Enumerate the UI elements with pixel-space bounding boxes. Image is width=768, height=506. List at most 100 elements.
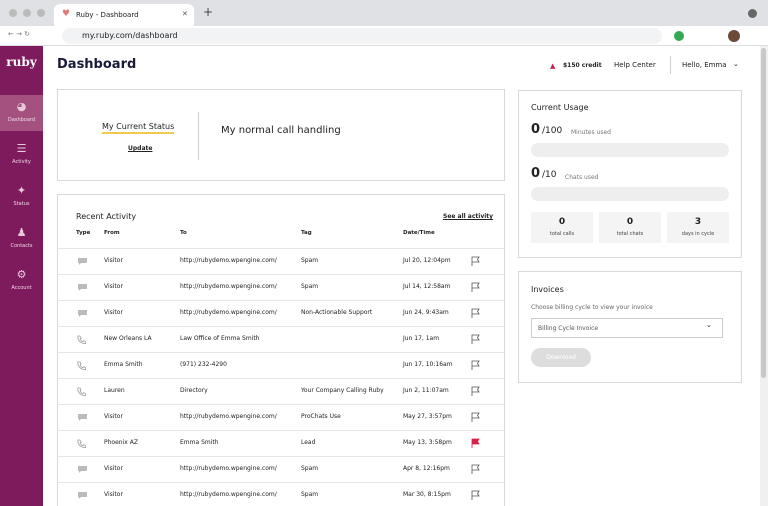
activity-row[interactable]: Visitor http://rubydemo.wpengine.com/Spam… <box>58 248 504 274</box>
flag[interactable] <box>471 412 480 424</box>
from-cell: Visitor <box>104 491 123 498</box>
tab-title: Ruby - Dashboard <box>76 11 139 19</box>
nav-label: Activity <box>12 159 31 165</box>
sidebar: ruby ◕ Dashboard ☰ Activity ✦ Status ♟ Contacts… <box>0 46 43 506</box>
date-cell: Jun 17, 10:16am <box>403 361 453 368</box>
address-bar: ← → ↻ my.ruby.com/dashboard <box>0 26 768 46</box>
stat-label: total calls <box>549 231 575 237</box>
phone-icon <box>77 439 87 450</box>
activity-row[interactable]: Emma Smith (971) 232-4290 Jun 17, 10:16am <box>58 352 504 378</box>
nav-icon: ◕ <box>16 100 27 113</box>
phone-icon <box>77 335 87 346</box>
invoices-hint: Choose billing cycle to view your invoic… <box>531 304 653 311</box>
nav-item[interactable]: ✦ Status <box>0 179 43 215</box>
date-cell: Jul 14, 12:58am <box>403 283 451 290</box>
flag[interactable] <box>471 438 480 450</box>
flag[interactable] <box>471 490 480 502</box>
flag[interactable] <box>471 334 480 346</box>
column-header: To <box>180 230 187 236</box>
chats-label: Chats used <box>565 174 599 181</box>
new-tab[interactable]: + <box>203 5 214 19</box>
nav-item[interactable]: ◕ Dashboard <box>0 95 43 131</box>
chats-total: /10 <box>542 170 557 180</box>
to-cell: Emma Smith <box>180 439 219 446</box>
tag-cell: Spam <box>301 257 319 264</box>
chat-icon <box>77 491 88 502</box>
to-cell: http://rubydemo.wpengine.com/ <box>180 465 277 472</box>
activity-row[interactable]: Visitor http://rubydemo.wpengine.com/Spam… <box>58 456 504 482</box>
to-cell: http://rubydemo.wpengine.com/ <box>180 309 277 316</box>
nav-item[interactable]: ♟ Contacts <box>0 221 43 257</box>
nav-icon: ✦ <box>16 184 27 197</box>
nav-item[interactable]: ⚙ Account <box>0 263 43 299</box>
help-link[interactable]: Help Center <box>614 61 656 69</box>
download-button[interactable]: Download <box>531 348 591 367</box>
billing-select[interactable]: Billing Cycle Invoice ⌄ <box>531 318 723 338</box>
activity-row[interactable]: New Orleans LA Law Office of Emma Smith Ju… <box>58 326 504 352</box>
flag[interactable] <box>471 464 480 476</box>
date-cell: Apr 8, 12:16pm <box>403 465 450 472</box>
page-title: Dashboard <box>57 57 137 72</box>
date-cell: May 13, 3:58pm <box>403 439 452 446</box>
stat-box: 0 total chats <box>599 212 661 243</box>
tag-cell: ProChats Use <box>301 413 341 420</box>
tab[interactable]: ♥ Ruby - Dashboard ✕ <box>54 4 194 26</box>
column-header: Type <box>76 230 91 236</box>
invoices-card: Invoices Choose billing cycle to view yo… <box>518 271 742 383</box>
date-cell: Jun 24, 9:43am <box>403 309 449 316</box>
column-header: Date/Time <box>403 230 435 236</box>
chat-icon <box>77 465 88 476</box>
activity-row[interactable]: Visitor http://rubydemo.wpengine.com/Spam… <box>58 274 504 300</box>
status-card: My Current Status Update My normal call … <box>57 89 505 181</box>
stat-box: 0 total calls <box>531 212 593 243</box>
url-field[interactable]: my.ruby.com/dashboard <box>62 28 662 44</box>
activity-row[interactable]: Lauren Directory Your Company Calling Ruby… <box>58 378 504 404</box>
activity-row[interactable]: Visitor http://rubydemo.wpengine.com/Spam… <box>58 482 504 506</box>
date-cell: Jul 20, 12:04pm <box>403 257 451 264</box>
activity-row[interactable]: Phoenix AZ Emma Smith Lead May 13, 3:58pm <box>58 430 504 456</box>
flag[interactable] <box>471 308 480 320</box>
update-link[interactable]: Update <box>128 145 153 152</box>
flag[interactable] <box>471 256 480 268</box>
activity-title: Recent Activity <box>76 212 137 221</box>
flag[interactable] <box>471 282 480 294</box>
url: my.ruby.com/dashboard <box>82 31 178 40</box>
tag-cell: Spam <box>301 491 319 498</box>
to-cell: http://rubydemo.wpengine.com/ <box>180 413 277 420</box>
activity-row[interactable]: Visitor http://rubydemo.wpengine.com/Non-… <box>58 300 504 326</box>
nav-icon: ☰ <box>16 142 27 155</box>
phone-icon <box>77 361 87 372</box>
date-cell: May 27, 3:57pm <box>403 413 452 420</box>
minutes-total: /100 <box>542 126 563 136</box>
status-value: My normal call handling <box>221 125 341 136</box>
from-cell: Phoenix AZ <box>104 439 138 446</box>
chats-used: 0 <box>531 166 541 181</box>
from-cell: Visitor <box>104 309 123 316</box>
minutes-used: 0 <box>531 122 541 137</box>
to-cell: http://rubydemo.wpengine.com/ <box>180 491 277 498</box>
to-cell: Law Office of Emma Smith <box>180 335 260 342</box>
tag-cell: Lead <box>301 439 316 446</box>
activity-row[interactable]: Visitor http://rubydemo.wpengine.com/ProC… <box>58 404 504 430</box>
chat-icon <box>77 257 88 268</box>
invoices-title: Invoices <box>531 285 564 294</box>
credit[interactable]: $150 credit <box>563 62 602 69</box>
see-all-link[interactable]: See all activity <box>443 213 494 220</box>
flag[interactable] <box>471 360 480 372</box>
nav-label: Dashboard <box>7 117 36 123</box>
usage-title: Current Usage <box>531 103 589 112</box>
nav-icon: ♟ <box>16 226 27 239</box>
nav-label: Account <box>11 285 32 291</box>
logo[interactable]: ruby <box>6 55 37 69</box>
flag[interactable] <box>471 386 480 398</box>
phone-icon <box>77 387 87 398</box>
to-cell: http://rubydemo.wpengine.com/ <box>180 283 277 290</box>
user-menu[interactable]: Hello, Emma <box>682 61 727 69</box>
date-cell: Jun 2, 11:07am <box>403 387 449 394</box>
nav-icon: ⚙ <box>16 268 27 281</box>
column-header: From <box>104 230 120 236</box>
nav-item[interactable]: ☰ Activity <box>0 137 43 173</box>
nav-label: Status <box>13 201 30 207</box>
stat-label: total chats <box>616 231 644 237</box>
tab-bar: ♥ Ruby - Dashboard ✕ + <box>0 0 768 26</box>
